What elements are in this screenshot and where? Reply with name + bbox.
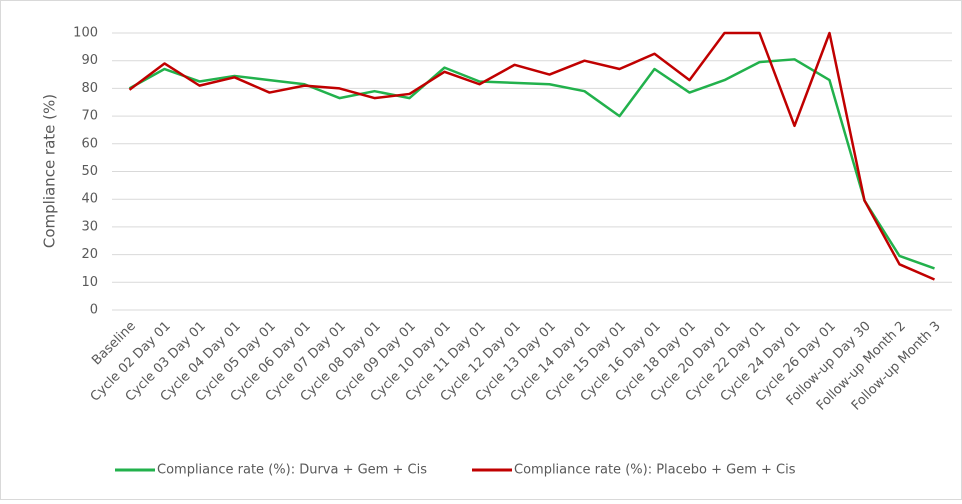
- y-tick-label: 0: [90, 303, 98, 318]
- y-tick-label: 80: [81, 81, 98, 96]
- y-tick-label: 90: [81, 53, 98, 68]
- y-tick-label: 10: [81, 275, 98, 290]
- series-line: [128, 31, 935, 281]
- y-tick-label: 70: [81, 109, 98, 124]
- y-tick-label: 100: [73, 26, 98, 41]
- series-line: [128, 58, 935, 270]
- y-tick-label: 20: [81, 247, 98, 262]
- legend-label: Compliance rate (%): Durva + Gem + Cis: [157, 463, 427, 478]
- legend-label: Compliance rate (%): Placebo + Gem + Cis: [514, 463, 796, 478]
- y-tick-label: 40: [81, 192, 98, 207]
- y-tick-label: 50: [81, 164, 98, 179]
- y-tick-label: 60: [81, 136, 98, 151]
- y-axis-label: Compliance rate (%): [41, 94, 59, 248]
- y-tick-label: 30: [81, 219, 98, 234]
